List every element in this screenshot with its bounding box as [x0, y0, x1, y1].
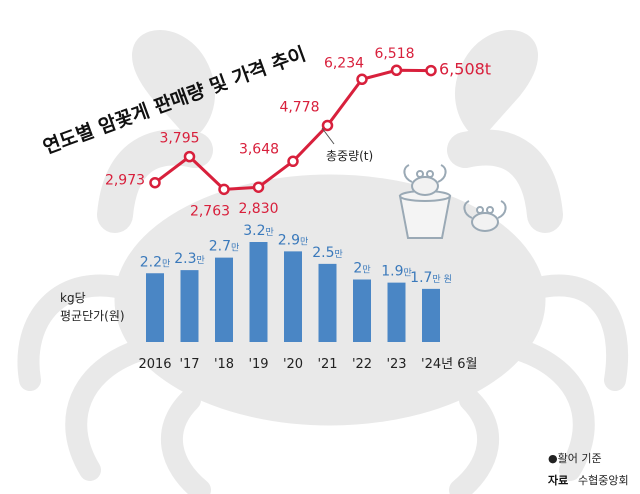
x-tick-label: '20 — [283, 357, 303, 372]
bar — [249, 242, 268, 342]
series-label-leader — [321, 127, 335, 145]
line-point — [218, 183, 230, 196]
line-chart: 2,973 3,795 2,763 2,830 3,648 4,778 6,234 6,518… — [105, 46, 491, 219]
line-data-label: 4,778 — [279, 99, 319, 115]
bar — [180, 270, 199, 342]
line-data-label: 2,763 — [190, 203, 230, 219]
basis-note: ●활어 기준 — [548, 451, 602, 465]
bar-data-label: 2.5만 — [312, 245, 343, 261]
line-point — [252, 181, 265, 193]
bar-data-label: 2.2만 — [140, 254, 171, 270]
x-tick-label: 2016 — [138, 357, 171, 372]
bar-data-label: 2만 — [353, 261, 370, 277]
bar — [318, 263, 337, 342]
bar — [215, 257, 233, 342]
bar-data-label: 2.7만 — [209, 239, 240, 255]
bar-chart: 2.2만 2.3만2.7만3.2만 2.9만2.5만 2만 1.9만1.7만 원 — [140, 223, 452, 342]
x-tick-label: '21 — [317, 357, 337, 372]
bar-data-label: 3.2만 — [243, 223, 274, 239]
bar — [422, 288, 440, 342]
line-data-label: 3,795 — [159, 131, 199, 147]
bar — [387, 282, 406, 342]
line-data-label: 6,508t — [439, 60, 491, 79]
line-point — [149, 176, 161, 189]
line-data-label: 3,648 — [239, 141, 279, 157]
line-point — [356, 73, 368, 86]
line-point — [390, 64, 403, 76]
bar-data-label: 1.7만 원 — [410, 270, 452, 286]
x-tick-label: '24년 6월 — [421, 357, 477, 372]
line-data-label: 6,234 — [324, 55, 364, 71]
x-tick-label: '18 — [214, 357, 234, 372]
bar-data-label: 2.9만 — [278, 232, 309, 248]
source-value: 수협중앙회 — [578, 474, 629, 487]
crab-bucket-illustration — [398, 164, 507, 239]
line-data-label: 2,830 — [238, 201, 278, 217]
x-tick-label: '22 — [352, 357, 372, 372]
line-point — [425, 64, 437, 77]
x-axis: 2016 '17 '18 '19 '20 '21 '22 '23 '24년 6월 — [138, 357, 477, 372]
bar-axis-label-line1: kg당 — [60, 291, 86, 305]
x-tick-label: '17 — [179, 357, 199, 372]
bar — [353, 279, 371, 342]
x-tick-label: '23 — [386, 357, 406, 372]
bar-data-label: 2.3만 — [174, 251, 205, 267]
bar-axis-label-line2: 평균단가(원) — [60, 309, 125, 323]
line-data-label: 6,518 — [374, 46, 414, 62]
bar-data-label: 1.9만 — [381, 264, 412, 280]
source-label: 자료 — [548, 473, 568, 487]
bar — [284, 251, 302, 342]
line-point — [183, 150, 196, 163]
line-point — [287, 155, 299, 168]
x-tick-label: '19 — [248, 357, 268, 372]
line-point — [321, 119, 334, 132]
line-series-label: 총중량(t) — [326, 149, 373, 163]
bar — [146, 273, 164, 342]
line-data-label: 2,973 — [105, 173, 145, 189]
